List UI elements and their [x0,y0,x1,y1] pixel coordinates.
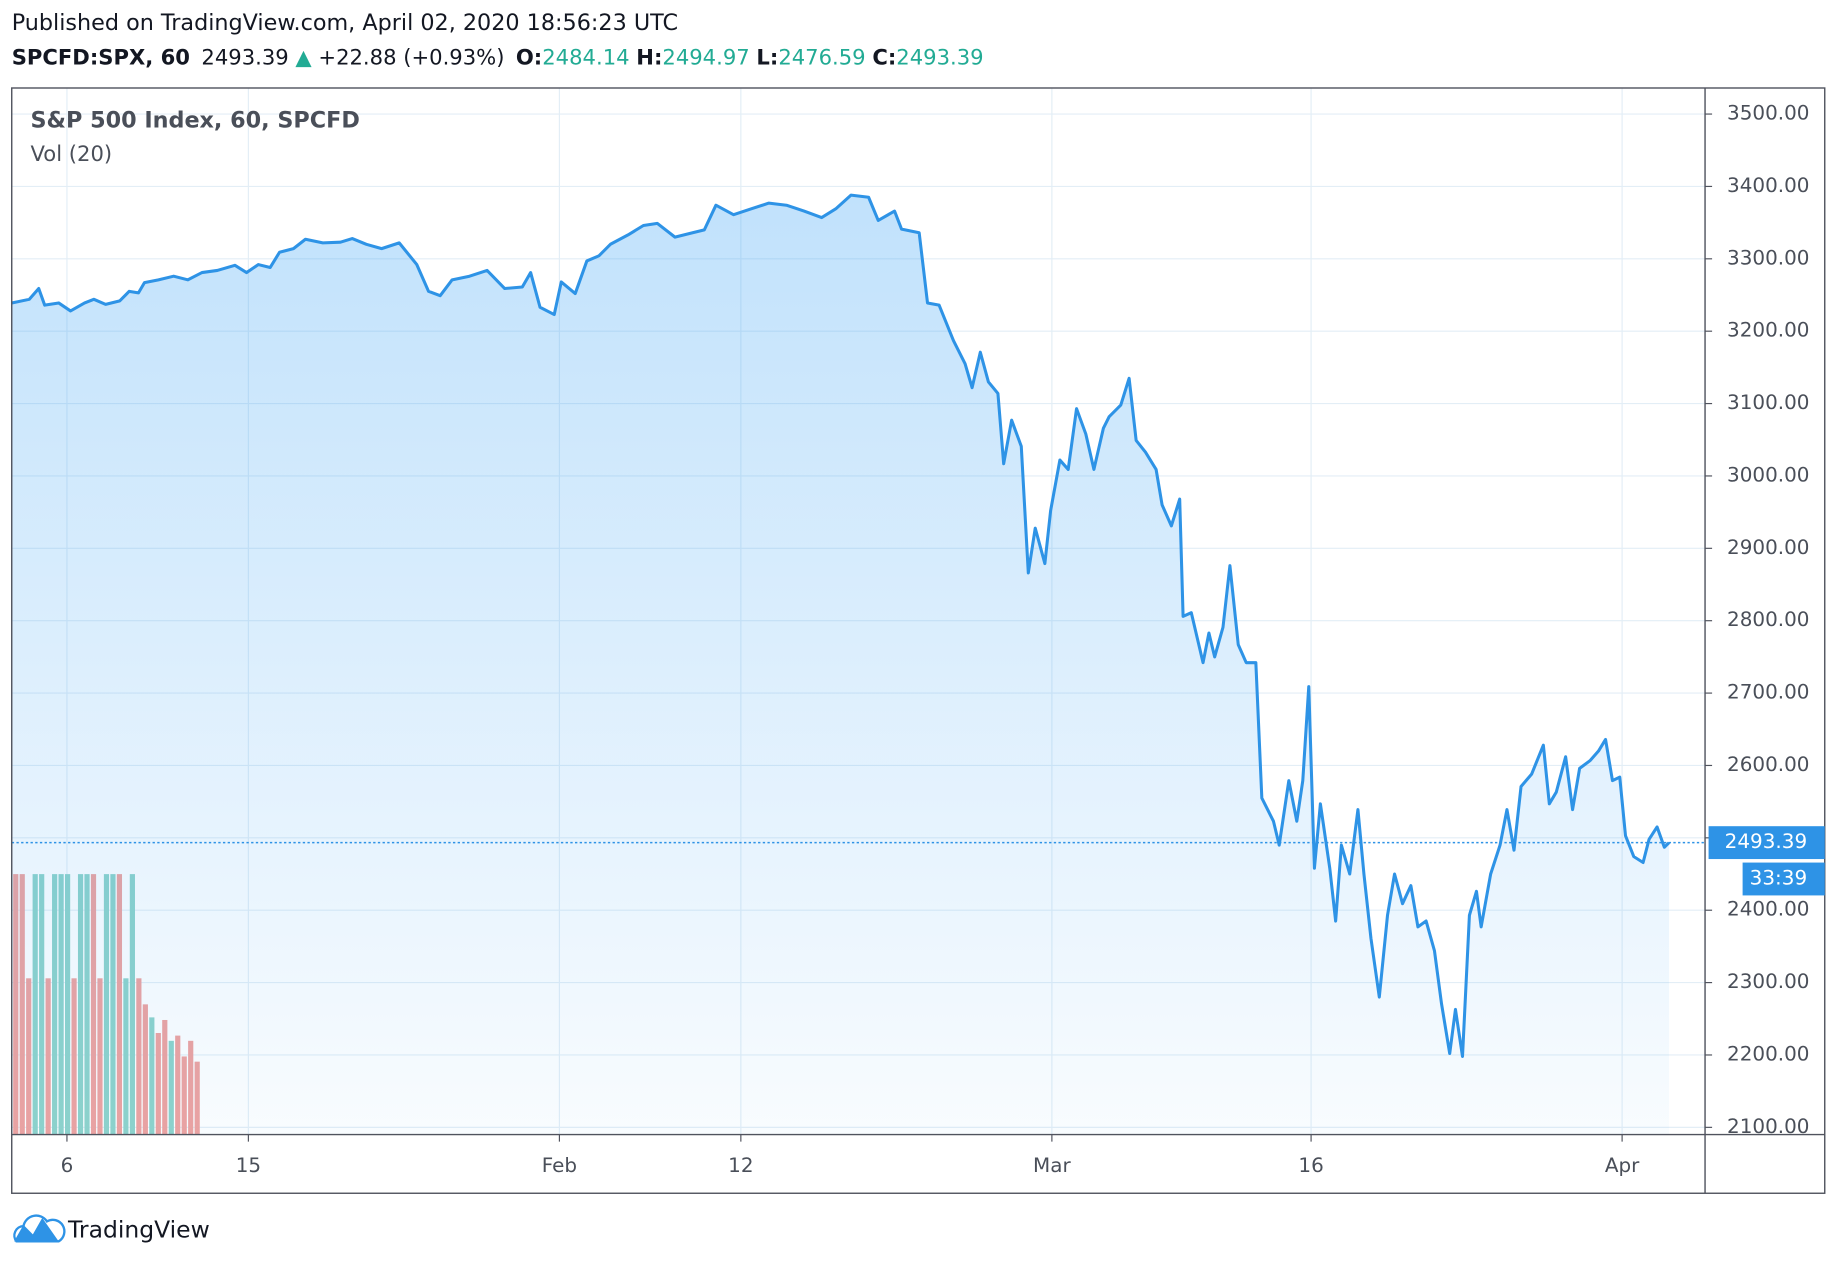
y-tick-label: 2200.00 [1727,1041,1809,1065]
y-tick-label: 2400.00 [1727,897,1809,921]
h-label: H: [636,45,662,70]
arrow: ▲ [295,45,312,70]
logo: TradingView [13,1214,210,1243]
o-label: O: [516,45,542,70]
last-price-label: 2493.39 [1725,829,1807,853]
y-tick-label: 3200.00 [1727,318,1809,342]
last: 2493.39 [201,45,288,70]
y-tick-label: 2100.00 [1727,1114,1809,1138]
y-tick-label: 3400.00 [1727,173,1809,197]
x-tick-label: 12 [728,1153,753,1177]
y-tick-label: 2800.00 [1727,607,1809,631]
volume-legend: Vol (20) [31,141,113,166]
y-tick-label: 3000.00 [1727,462,1809,486]
area [11,195,1670,1135]
change: +22.88 (+0.93%) [318,45,504,70]
open: 2484.14 [542,45,629,70]
close: 2493.39 [896,45,983,70]
logo-icon [14,1217,59,1242]
y-tick-label: 3500.00 [1727,101,1809,125]
x-tick-label: 16 [1298,1153,1323,1177]
logo-cloud [13,1214,66,1243]
countdown: 33:39 [1750,865,1807,889]
x-tick-label: 6 [61,1153,74,1177]
high: 2494.97 [662,45,749,70]
y-tick-label: 2300.00 [1727,969,1809,993]
brand: TradingView [67,1215,210,1243]
symbol-line: SPCFD:SPX, 60 2493.39 ▲ +22.88 (+0.93%) … [12,45,984,70]
x-tick-label: Apr [1605,1153,1640,1177]
published: Published on TradingView.com, April 02, … [12,10,678,36]
y-tick-label: 3100.00 [1727,390,1809,414]
y-tick-label: 2600.00 [1727,752,1809,776]
last-price-box [1708,826,1825,860]
y-tick-label: 2700.00 [1727,680,1809,704]
legend-title: S&P 500 Index, 60, SPCFD [31,107,360,133]
symbol: SPCFD:SPX, 60 [12,45,190,70]
price-line [11,193,1671,1058]
y-tick-label: 2900.00 [1727,535,1809,559]
x-tick-label: Mar [1033,1153,1071,1177]
countdown-box [1742,862,1825,896]
c-label: C: [872,45,896,70]
frame [11,87,1826,1194]
y-tick-label: 3300.00 [1727,245,1809,269]
x-tick-label: Feb [542,1153,577,1177]
x-tick-label: 15 [236,1153,261,1177]
low: 2476.59 [778,45,865,70]
plot [11,87,1706,1135]
l-label: L: [756,45,778,70]
